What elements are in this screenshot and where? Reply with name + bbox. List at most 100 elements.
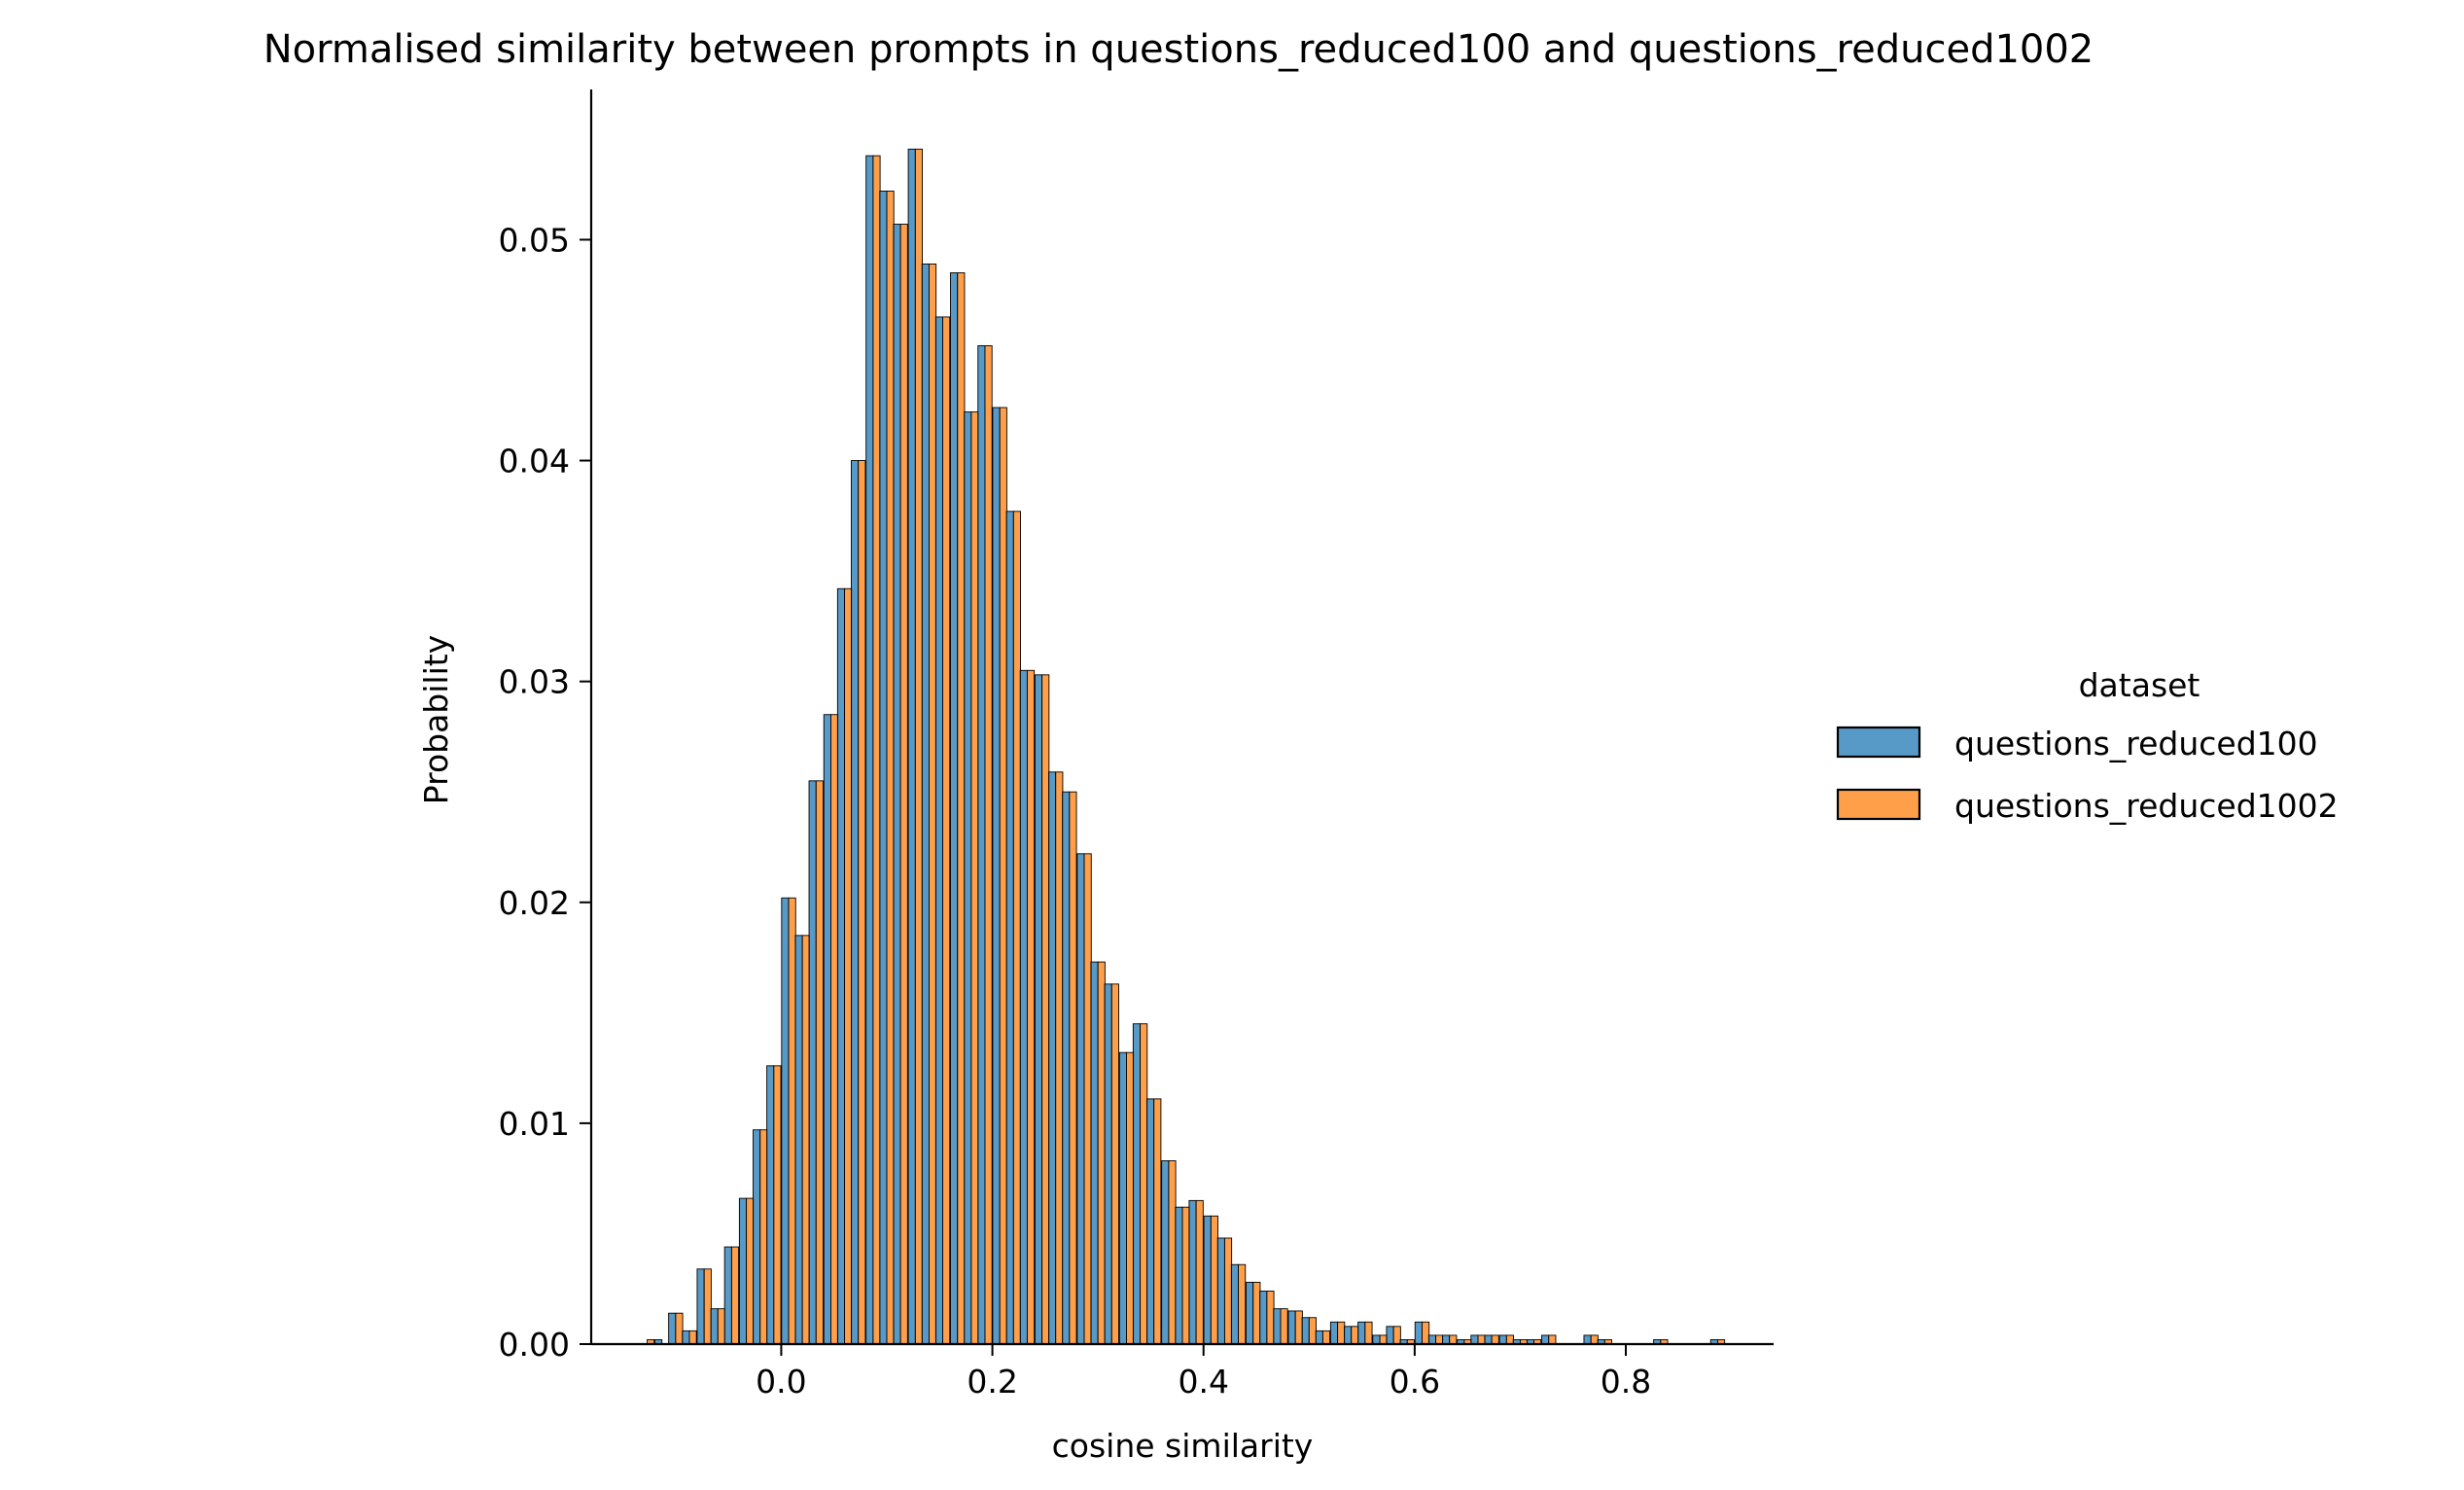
bar-questions-reduced100 bbox=[921, 263, 930, 1345]
bar-questions-reduced1002 bbox=[1181, 1206, 1190, 1345]
x-tick-label: 0.8 bbox=[1601, 1363, 1651, 1401]
bar-questions-reduced1002 bbox=[830, 714, 839, 1345]
bar-questions-reduced1002 bbox=[1392, 1326, 1401, 1345]
bar-questions-reduced1002 bbox=[675, 1312, 684, 1345]
x-tick-label: 0.6 bbox=[1390, 1363, 1440, 1401]
x-tick-label: 0.2 bbox=[967, 1363, 1017, 1401]
bar-questions-reduced100 bbox=[794, 935, 803, 1345]
bar-questions-reduced100 bbox=[1414, 1321, 1423, 1345]
bar-questions-reduced1002 bbox=[1449, 1334, 1458, 1345]
bar-questions-reduced100 bbox=[1329, 1321, 1339, 1345]
y-tick-label: 0.02 bbox=[499, 884, 570, 922]
bar-questions-reduced1002 bbox=[1379, 1334, 1388, 1345]
bar-questions-reduced100 bbox=[1484, 1334, 1493, 1345]
bar-questions-reduced100 bbox=[1357, 1321, 1366, 1345]
bar-questions-reduced100 bbox=[1583, 1334, 1592, 1345]
chart-title: Normalised similarity between prompts in… bbox=[264, 27, 2094, 72]
bars-layer bbox=[647, 148, 1726, 1345]
bar-questions-reduced1002 bbox=[773, 1065, 782, 1345]
bar-questions-reduced1002 bbox=[730, 1246, 740, 1345]
bar-questions-reduced1002 bbox=[815, 780, 824, 1345]
bar-questions-reduced1002 bbox=[970, 411, 979, 1345]
bar-questions-reduced1002 bbox=[1110, 983, 1119, 1345]
bar-questions-reduced100 bbox=[682, 1330, 690, 1345]
bar-questions-reduced1002 bbox=[984, 345, 993, 1345]
bar-questions-reduced100 bbox=[1146, 1098, 1155, 1345]
bar-questions-reduced1002 bbox=[1223, 1237, 1233, 1345]
bar-questions-reduced100 bbox=[934, 316, 943, 1345]
bar-questions-reduced100 bbox=[977, 345, 986, 1345]
legend: dataset questions_reduced100 questions_r… bbox=[1836, 666, 2339, 825]
bar-questions-reduced100 bbox=[1188, 1199, 1197, 1345]
bar-questions-reduced1002 bbox=[1491, 1334, 1499, 1345]
bar-questions-reduced100 bbox=[1442, 1334, 1451, 1345]
bar-questions-reduced1002 bbox=[928, 263, 937, 1345]
bar-questions-reduced100 bbox=[1470, 1334, 1479, 1345]
bar-questions-reduced100 bbox=[696, 1268, 705, 1345]
bar-questions-reduced100 bbox=[1259, 1291, 1268, 1345]
bar-questions-reduced1002 bbox=[759, 1129, 768, 1345]
bar-questions-reduced1002 bbox=[858, 460, 866, 1345]
x-tick-label: 0.0 bbox=[756, 1363, 806, 1401]
bar-questions-reduced100 bbox=[1315, 1330, 1323, 1345]
bar-questions-reduced1002 bbox=[1055, 771, 1064, 1345]
bar-questions-reduced1002 bbox=[1308, 1317, 1317, 1345]
legend-swatch-questions-reduced100 bbox=[1836, 726, 1921, 759]
bar-questions-reduced100 bbox=[1287, 1310, 1296, 1345]
bar-questions-reduced1002 bbox=[1364, 1321, 1373, 1345]
bar-questions-reduced1002 bbox=[1097, 961, 1106, 1345]
bar-questions-reduced1002 bbox=[1153, 1098, 1162, 1345]
bar-questions-reduced100 bbox=[907, 148, 916, 1345]
bar-questions-reduced1002 bbox=[886, 191, 895, 1345]
bar-questions-reduced1002 bbox=[1026, 669, 1036, 1345]
bar-questions-reduced1002 bbox=[1321, 1330, 1331, 1345]
bar-questions-reduced1002 bbox=[1252, 1281, 1261, 1345]
bar-questions-reduced100 bbox=[808, 780, 817, 1345]
bar-questions-reduced1002 bbox=[872, 155, 881, 1345]
bar-questions-reduced1002 bbox=[688, 1330, 697, 1345]
bar-questions-reduced100 bbox=[1175, 1206, 1183, 1345]
bar-questions-reduced1002 bbox=[1238, 1263, 1247, 1345]
bar-questions-reduced100 bbox=[1048, 771, 1057, 1345]
bar-questions-reduced100 bbox=[836, 587, 846, 1345]
bar-questions-reduced100 bbox=[865, 155, 874, 1345]
bar-questions-reduced1002 bbox=[1012, 511, 1021, 1345]
y-tick-label: 0.04 bbox=[499, 443, 570, 480]
bar-questions-reduced1002 bbox=[1266, 1291, 1275, 1345]
bar-questions-reduced100 bbox=[1216, 1237, 1225, 1345]
bar-questions-reduced100 bbox=[1541, 1334, 1550, 1345]
bar-questions-reduced100 bbox=[1132, 1023, 1142, 1345]
bar-questions-reduced100 bbox=[1104, 983, 1112, 1345]
bar-questions-reduced1002 bbox=[703, 1268, 712, 1345]
bar-questions-reduced1002 bbox=[844, 587, 853, 1345]
bar-questions-reduced100 bbox=[723, 1246, 732, 1345]
legend-swatch-questions-reduced1002 bbox=[1836, 788, 1921, 821]
bar-questions-reduced100 bbox=[1273, 1308, 1282, 1345]
bar-questions-reduced1002 bbox=[999, 407, 1007, 1345]
bar-questions-reduced1002 bbox=[717, 1308, 725, 1345]
bar-questions-reduced1002 bbox=[801, 935, 810, 1345]
bar-questions-reduced1002 bbox=[914, 148, 923, 1345]
bar-questions-reduced100 bbox=[1386, 1326, 1394, 1345]
bar-questions-reduced1002 bbox=[1351, 1326, 1359, 1345]
bar-questions-reduced100 bbox=[823, 714, 831, 1345]
y-tick-label: 0.05 bbox=[499, 221, 570, 259]
bar-questions-reduced1002 bbox=[942, 316, 951, 1345]
y-tick-label: 0.00 bbox=[499, 1326, 570, 1364]
y-tick-label: 0.03 bbox=[499, 663, 570, 701]
bar-questions-reduced1002 bbox=[957, 272, 966, 1345]
x-axis-label: cosine similarity bbox=[1052, 1427, 1314, 1465]
legend-label-questions-reduced1002: questions_reduced1002 bbox=[1954, 787, 2339, 825]
bar-questions-reduced1002 bbox=[1280, 1308, 1288, 1345]
x-tick-label: 0.4 bbox=[1178, 1363, 1228, 1401]
bar-questions-reduced100 bbox=[766, 1065, 775, 1345]
bar-questions-reduced1002 bbox=[1337, 1321, 1346, 1345]
bar-questions-reduced100 bbox=[1230, 1263, 1239, 1345]
bar-questions-reduced100 bbox=[1005, 511, 1014, 1345]
bar-questions-reduced1002 bbox=[1505, 1334, 1514, 1345]
bar-questions-reduced1002 bbox=[899, 224, 908, 1345]
bar-questions-reduced100 bbox=[879, 191, 888, 1345]
bar-questions-reduced100 bbox=[1161, 1160, 1170, 1345]
bar-questions-reduced100 bbox=[1246, 1281, 1254, 1345]
